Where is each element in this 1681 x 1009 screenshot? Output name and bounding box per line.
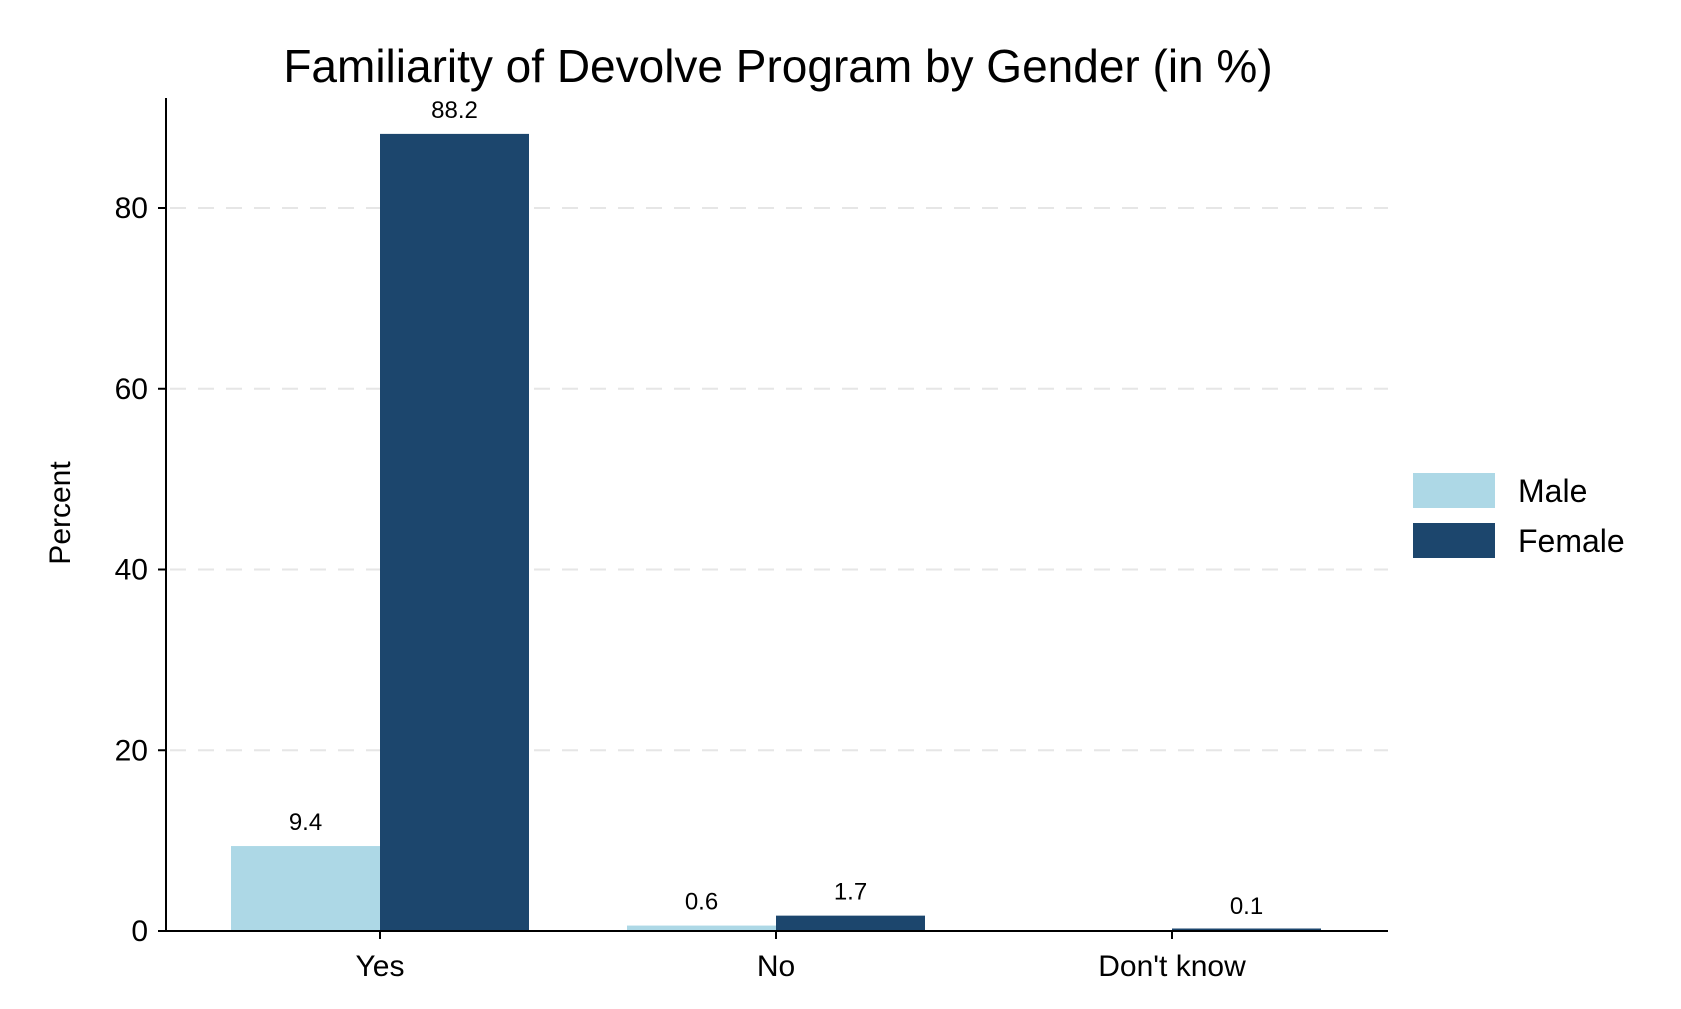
data-label: 0.6 (685, 889, 718, 916)
bar-female-don-t-know (1172, 928, 1321, 931)
data-label: 1.7 (834, 879, 867, 906)
y-tick-label: 20 (115, 734, 148, 767)
y-tick-label: 40 (115, 554, 148, 587)
bar-female-yes (380, 133, 529, 931)
legend: Male Female (1413, 473, 1625, 559)
legend-label-male: Male (1518, 473, 1587, 509)
data-labels: 9.4 0.6 88.2 1.7 0.1 (289, 97, 1263, 920)
data-label: 0.1 (1230, 893, 1263, 920)
legend-label-female: Female (1518, 523, 1625, 559)
chart-title: Familiarity of Devolve Program by Gender… (283, 40, 1272, 92)
y-tick-label: 0 (131, 915, 148, 948)
bar-female-no (776, 915, 925, 931)
bars (231, 133, 1321, 931)
legend-swatch-female (1413, 523, 1495, 558)
x-ticks: Yes No Don't know (356, 931, 1246, 983)
data-label: 9.4 (289, 809, 322, 836)
x-tick-label: No (757, 950, 795, 983)
legend-swatch-male (1413, 473, 1495, 508)
gridlines (170, 207, 1388, 752)
y-axis-label: Percent (44, 461, 77, 565)
y-tick-label: 60 (115, 373, 148, 406)
y-tick-label: 80 (115, 192, 148, 225)
bar-male-no (627, 925, 776, 931)
x-tick-label: Yes (356, 950, 405, 983)
y-ticks: 0 20 40 60 80 (115, 192, 166, 948)
bar-male-yes (231, 846, 380, 931)
x-tick-label: Don't know (1098, 950, 1246, 983)
data-label: 88.2 (431, 97, 478, 124)
